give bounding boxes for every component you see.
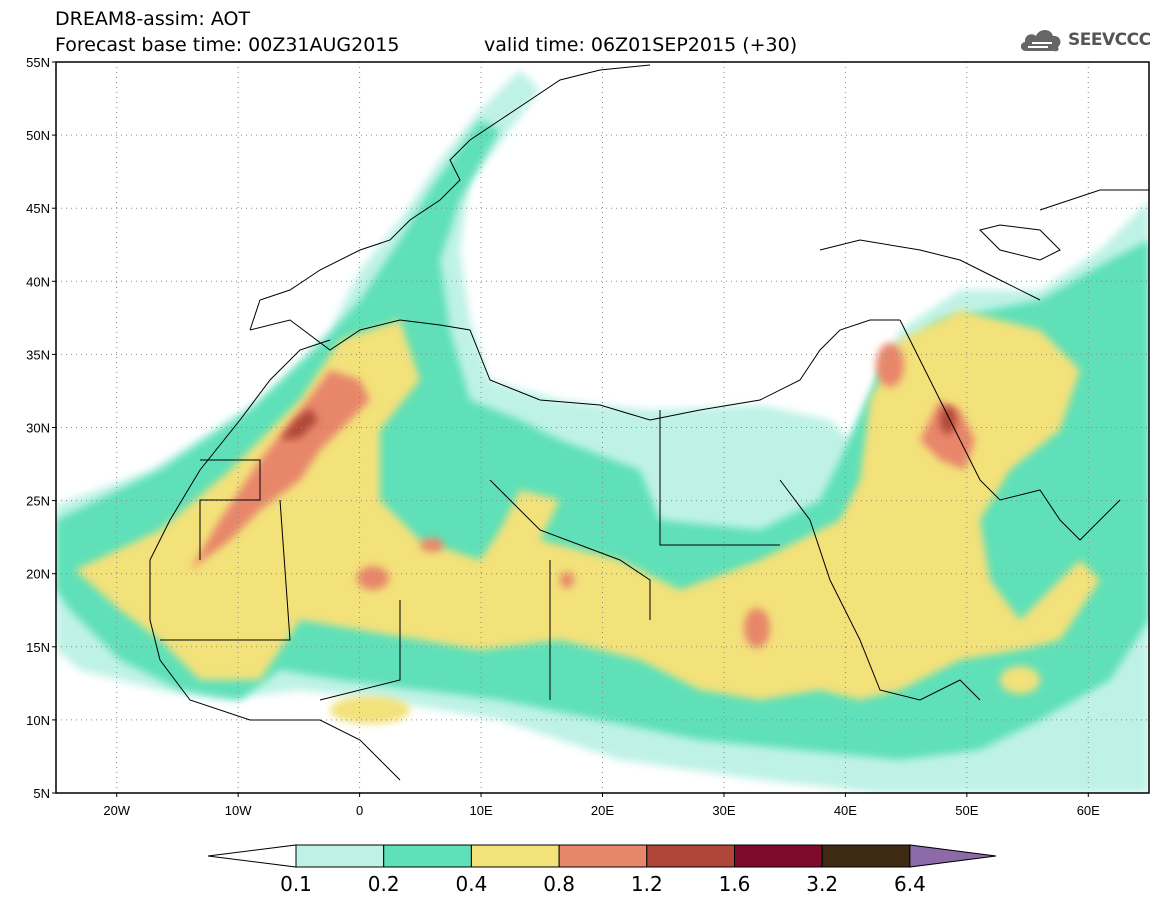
colorbar-label: 0.8 xyxy=(543,872,575,896)
colorbar-label: 1.6 xyxy=(718,872,751,896)
lat-tick-label: 5N xyxy=(33,786,50,801)
lon-tick-label: 50E xyxy=(955,803,978,818)
colorbar-segment xyxy=(734,844,823,868)
colorbar-low-triangle xyxy=(207,844,297,868)
logo-text: SEEVCCC xyxy=(1068,30,1151,50)
lon-tick-label: 10W xyxy=(225,803,252,818)
seevccc-logo: SEEVCCC xyxy=(1018,24,1151,56)
lat-tick-label: 55N xyxy=(26,55,50,70)
colorbar-segment xyxy=(295,844,385,868)
lat-tick-label: 35N xyxy=(26,347,50,362)
valid-time: valid time: 06Z01SEP2015 (+30) xyxy=(484,34,798,56)
grid-lines xyxy=(56,62,1149,793)
colorbar-segment xyxy=(383,844,472,868)
lat-tick-label: 45N xyxy=(26,201,50,216)
lat-tick-label: 25N xyxy=(26,494,50,509)
lat-tick-label: 15N xyxy=(26,640,50,655)
axis-ticks: 5N 10N 15N 20N 25N 30N 35N 40N 45N 50N 55N 20W 10W 0 1… xyxy=(26,55,1100,818)
colorbar-label: 1.2 xyxy=(630,872,663,896)
colorbar-high-triangle xyxy=(909,844,997,868)
aot-field xyxy=(56,62,1149,793)
colorbar-label: 0.1 xyxy=(280,872,312,896)
lon-tick-label: 30E xyxy=(712,803,735,818)
colorbar-label: 0.2 xyxy=(367,872,400,896)
lon-tick-label: 20E xyxy=(591,803,614,818)
lon-tick-label: 20W xyxy=(103,803,130,818)
colorbar-segment xyxy=(470,844,560,868)
forecast-base-time: Forecast base time: 00Z31AUG2015 xyxy=(55,34,400,56)
cloud-icon xyxy=(1020,30,1061,52)
lat-tick-label: 40N xyxy=(26,274,50,289)
colorbar-label: 0.4 xyxy=(455,872,488,896)
colorbar xyxy=(207,844,997,868)
lon-tick-label: 60E xyxy=(1077,803,1100,818)
lat-tick-label: 30N xyxy=(26,421,50,436)
lon-tick-label: 10E xyxy=(469,803,492,818)
lon-tick-label: 0 xyxy=(356,803,363,818)
aot-level-0-8 xyxy=(190,343,975,648)
map-title: DREAM8-assim: AOT xyxy=(55,8,251,30)
lon-tick-label: 40E xyxy=(834,803,857,818)
colorbar-segment xyxy=(558,844,648,868)
colorbar-label: 3.2 xyxy=(806,872,839,896)
coastlines xyxy=(149,64,1149,781)
lat-tick-label: 20N xyxy=(26,567,50,582)
lat-tick-label: 50N xyxy=(26,128,50,143)
lat-tick-label: 10N xyxy=(26,713,50,728)
colorbar-label: 6.4 xyxy=(893,872,926,896)
colorbar-segment xyxy=(646,844,735,868)
colorbar-segment xyxy=(821,844,911,868)
